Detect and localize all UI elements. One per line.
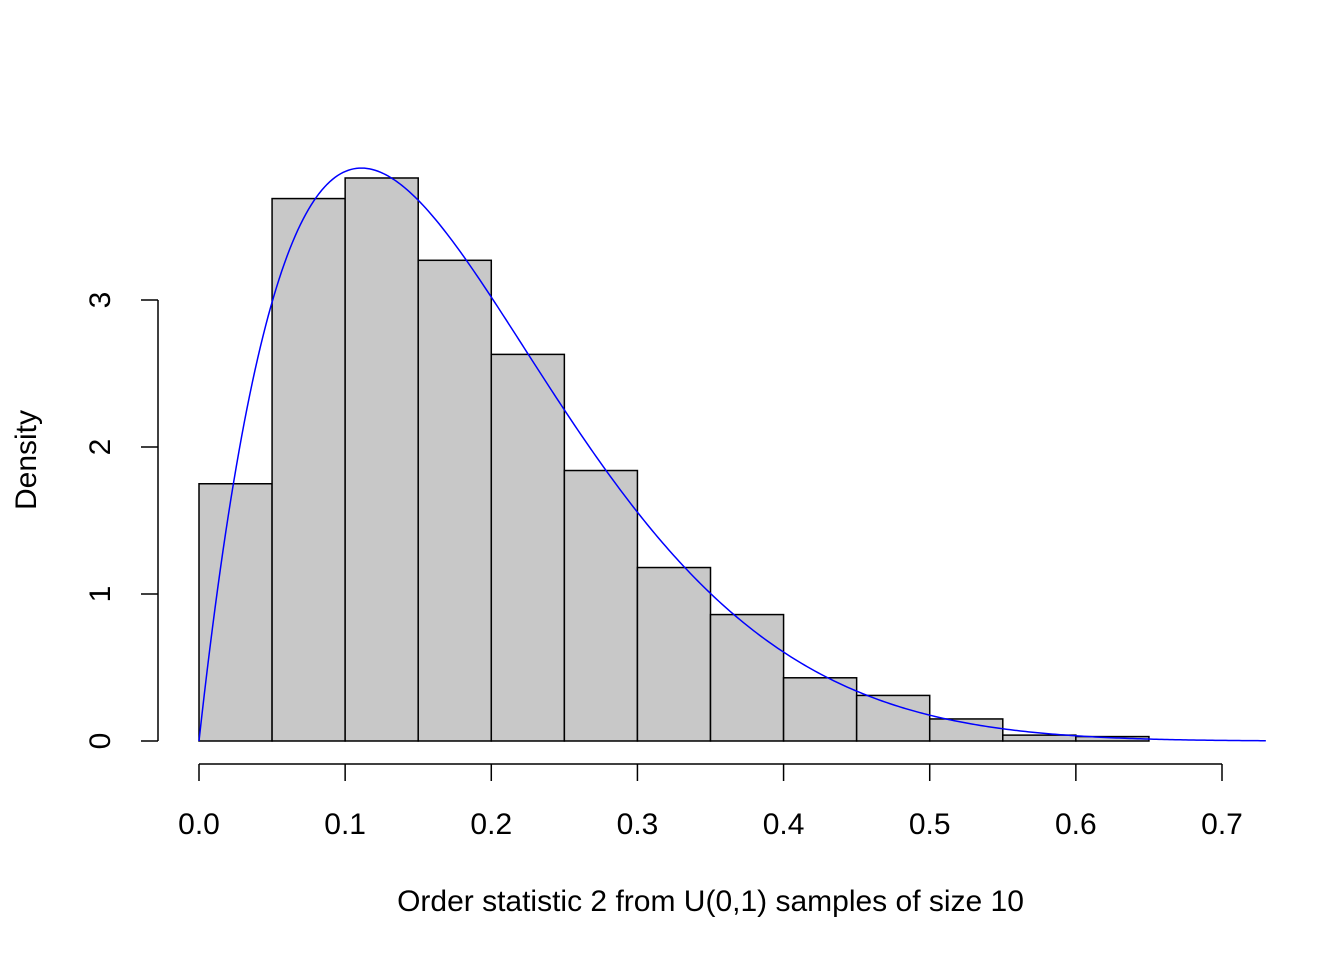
histogram-bar [782,677,858,742]
y-axis: 0 1 2 3 [84,292,159,750]
y-tick-label: 0 [84,733,117,750]
x-axis: 0.0 0.1 0.2 0.3 0.4 0.5 0.6 0.7 [178,763,1243,841]
histogram-bar [271,197,346,742]
histogram-bar [928,718,1004,742]
density-curve-layer [198,167,1266,742]
y-axis-title: Density [10,410,43,510]
histogram-bar [709,613,785,742]
x-tick-label: 0.3 [617,808,659,841]
x-axis-title: Order statistic 2 from U(0,1) samples of… [397,885,1024,918]
density-curve [198,167,1266,742]
histogram-bar [1002,734,1077,742]
histogram-bars [198,177,1150,742]
histogram-bar [198,483,273,742]
x-tick-label: 0.7 [1201,808,1243,841]
x-tick-label: 0.5 [909,808,951,841]
histogram-bar [855,694,931,742]
histogram-bar [636,566,712,742]
x-tick-label: 0.2 [470,808,512,841]
histogram-bar [490,353,566,742]
histogram-bar [344,177,419,742]
histogram-bar [563,469,639,742]
x-tick-label: 0.6 [1055,808,1097,841]
x-tick-label: 0.1 [324,808,366,841]
histogram-bar [417,259,493,742]
y-tick-label: 2 [84,439,117,456]
y-tick-label: 1 [84,586,117,603]
x-tick-label: 0.0 [178,808,220,841]
x-tick-label: 0.4 [763,808,805,841]
y-tick-label: 3 [84,292,117,309]
